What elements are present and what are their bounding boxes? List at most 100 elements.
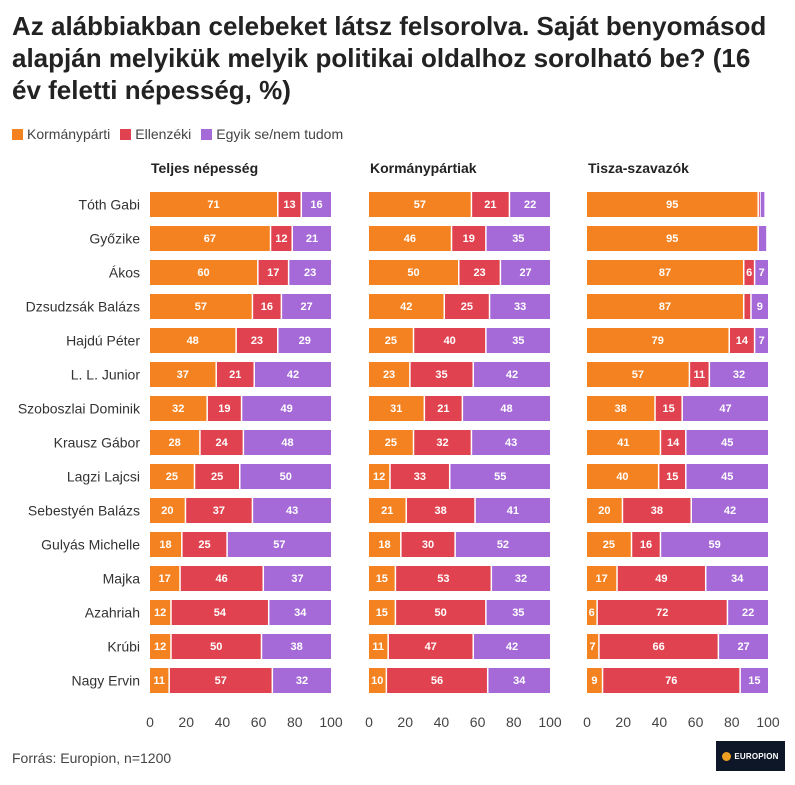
bar-tisza-szavazok-dzsudzsak-balazs-egyik-se-nem-tudom [751, 294, 768, 319]
data-label-teljes-nepesseg-akos-kormanyparti: 60 [197, 267, 209, 279]
data-label-teljes-nepesseg-gyozike-kormanyparti: 67 [204, 233, 216, 245]
data-label-tisza-szavazok-dzsudzsak-balazs-egyik-se-nem-tudom: 9 [757, 301, 763, 313]
bar-tisza-szavazok-akos-ellenzeki [744, 260, 754, 285]
data-label-kormanypartiak-hajdu-peter-egyik-se-nem-tudom: 35 [512, 335, 524, 347]
data-label-kormanypartiak-l-l-junior-egyik-se-nem-tudom: 42 [506, 369, 518, 381]
category-label-nagy-ervin: Nagy Ervin [72, 673, 140, 689]
bar-kormanypartiak-akos-egyik-se-nem-tudom [501, 260, 550, 285]
bar-kormanypartiak-gyozike-ellenzeki [452, 226, 486, 251]
bar-kormanypartiak-hajdu-peter-kormanyparti [369, 328, 413, 353]
data-label-teljes-nepesseg-nagy-ervin-egyik-se-nem-tudom: 32 [296, 675, 308, 687]
data-label-tisza-szavazok-krubi-ellenzeki: 66 [653, 641, 665, 653]
data-label-teljes-nepesseg-l-l-junior-egyik-se-nem-tudom: 42 [287, 369, 299, 381]
bar-teljes-nepesseg-toth-gabi-ellenzeki [278, 192, 301, 217]
bar-tisza-szavazok-krubi-egyik-se-nem-tudom [719, 634, 768, 659]
data-label-kormanypartiak-dzsudzsak-balazs-ellenzeki: 25 [461, 301, 473, 313]
bar-tisza-szavazok-krubi-kormanyparti [587, 634, 599, 659]
data-label-tisza-szavazok-krausz-gabor-egyik-se-nem-tudom: 45 [721, 437, 733, 449]
category-label-szoboszlai-dominik: Szoboszlai Dominik [18, 401, 141, 417]
data-label-kormanypartiak-l-l-junior-kormanyparti: 23 [383, 369, 395, 381]
data-label-tisza-szavazok-akos-ellenzeki: 6 [746, 267, 752, 279]
data-label-tisza-szavazok-hajdu-peter-egyik-se-nem-tudom: 7 [759, 335, 765, 347]
data-label-tisza-szavazok-hajdu-peter-kormanyparti: 79 [652, 335, 664, 347]
x-tick-teljes-nepesseg-100: 100 [319, 714, 343, 730]
data-label-tisza-szavazok-toth-gabi-kormanyparti: 95 [666, 199, 678, 211]
bar-kormanypartiak-l-l-junior-kormanyparti [369, 362, 410, 387]
stacked-bar-chart: Tóth Gabi Győzike Ákos Dzsudzsák Balázs Hajd… [18, 160, 780, 730]
data-label-kormanypartiak-nagy-ervin-kormanyparti: 10 [371, 675, 383, 687]
data-label-teljes-nepesseg-akos-ellenzeki: 17 [267, 267, 279, 279]
x-tick-tisza-szavazok-40: 40 [652, 714, 668, 730]
bar-teljes-nepesseg-gyozike-kormanyparti [150, 226, 270, 251]
bar-kormanypartiak-akos-ellenzeki [459, 260, 500, 285]
bar-teljes-nepesseg-krubi-kormanyparti [150, 634, 171, 659]
bar-teljes-nepesseg-toth-gabi-egyik-se-nem-tudom [302, 192, 331, 217]
category-label-l-l-junior: L. L. Junior [71, 367, 141, 383]
data-label-kormanypartiak-lagzi-lajcsi-ellenzeki: 33 [414, 471, 426, 483]
data-label-tisza-szavazok-szoboszlai-dominik-kormanyparti: 38 [615, 403, 627, 415]
bar-teljes-nepesseg-krubi-ellenzeki [171, 634, 261, 659]
category-label-dzsudzsak-balazs: Dzsudzsák Balázs [26, 299, 140, 315]
bar-tisza-szavazok-toth-gabi-ellenzeki [758, 192, 760, 217]
data-label-tisza-szavazok-azahriah-ellenzeki: 72 [656, 607, 668, 619]
bar-teljes-nepesseg-gulyas-michelle-egyik-se-nem-tudom [227, 532, 331, 557]
x-tick-tisza-szavazok-0: 0 [583, 714, 591, 730]
bar-tisza-szavazok-hajdu-peter-egyik-se-nem-tudom [755, 328, 768, 353]
bar-teljes-nepesseg-dzsudzsak-balazs-ellenzeki [253, 294, 281, 319]
legend-swatch-ellenzeki [120, 128, 132, 140]
legend-label-ellenzeki: Ellenzéki [135, 126, 192, 142]
bar-kormanypartiak-szoboszlai-dominik-ellenzeki [425, 396, 462, 421]
data-label-kormanypartiak-hajdu-peter-kormanyparti: 25 [385, 335, 397, 347]
category-label-azahriah: Azahriah [85, 605, 140, 621]
data-label-kormanypartiak-sebestyen-balazs-ellenzeki: 38 [435, 505, 447, 517]
bar-teljes-nepesseg-sebestyen-balazs-egyik-se-nem-tudom [253, 498, 331, 523]
data-label-kormanypartiak-toth-gabi-kormanyparti: 57 [414, 199, 426, 211]
data-label-kormanypartiak-lagzi-lajcsi-kormanyparti: 12 [373, 471, 385, 483]
bar-kormanypartiak-gulyas-michelle-kormanyparti [369, 532, 401, 557]
legend-item-egyik-se: Egyik se/nem tudom [201, 126, 343, 142]
bar-teljes-nepesseg-gulyas-michelle-kormanyparti [150, 532, 182, 557]
bar-kormanypartiak-szoboszlai-dominik-kormanyparti [369, 396, 424, 421]
data-label-tisza-szavazok-l-l-junior-kormanyparti: 57 [632, 369, 644, 381]
data-label-teljes-nepesseg-hajdu-peter-kormanyparti: 48 [187, 335, 199, 347]
data-label-tisza-szavazok-azahriah-kormanyparti: 6 [589, 607, 595, 619]
data-label-teljes-nepesseg-toth-gabi-egyik-se-nem-tudom: 16 [310, 199, 322, 211]
data-label-kormanypartiak-majka-egyik-se-nem-tudom: 32 [515, 573, 527, 585]
data-label-kormanypartiak-gulyas-michelle-kormanyparti: 18 [378, 539, 390, 551]
source-note: Forrás: Europion, n=1200 [12, 750, 172, 766]
bar-kormanypartiak-hajdu-peter-egyik-se-nem-tudom [486, 328, 550, 353]
bar-kormanypartiak-majka-ellenzeki [396, 566, 491, 591]
data-label-tisza-szavazok-sebestyen-balazs-ellenzeki: 38 [651, 505, 663, 517]
data-label-kormanypartiak-sebestyen-balazs-kormanyparti: 21 [381, 505, 393, 517]
data-label-tisza-szavazok-gyozike-kormanyparti: 95 [666, 233, 678, 245]
europion-logo: EUROPION [716, 741, 785, 771]
data-label-teljes-nepesseg-azahriah-egyik-se-nem-tudom: 34 [294, 607, 307, 619]
x-tick-kormanypartiak-80: 80 [506, 714, 522, 730]
data-label-tisza-szavazok-krubi-kormanyparti: 7 [590, 641, 596, 653]
data-label-teljes-nepesseg-krausz-gabor-ellenzeki: 24 [216, 437, 229, 449]
data-label-tisza-szavazok-sebestyen-balazs-kormanyparti: 20 [598, 505, 610, 517]
panel-title-kormanypartiak: Kormánypártiak [370, 160, 477, 176]
bar-teljes-nepesseg-nagy-ervin-ellenzeki [169, 668, 272, 693]
bar-tisza-szavazok-l-l-junior-ellenzeki [690, 362, 709, 387]
bar-teljes-nepesseg-hajdu-peter-ellenzeki [236, 328, 278, 353]
data-label-tisza-szavazok-azahriah-egyik-se-nem-tudom: 22 [742, 607, 754, 619]
bar-kormanypartiak-lagzi-lajcsi-kormanyparti [369, 464, 390, 489]
data-label-tisza-szavazok-nagy-ervin-kormanyparti: 9 [591, 675, 597, 687]
data-label-tisza-szavazok-hajdu-peter-ellenzeki: 14 [736, 335, 749, 347]
bar-teljes-nepesseg-majka-egyik-se-nem-tudom [264, 566, 331, 591]
data-label-tisza-szavazok-lagzi-lajcsi-egyik-se-nem-tudom: 45 [721, 471, 733, 483]
data-label-teljes-nepesseg-azahriah-kormanyparti: 12 [154, 607, 166, 619]
bar-teljes-nepesseg-krausz-gabor-kormanyparti [150, 430, 200, 455]
data-label-kormanypartiak-azahriah-kormanyparti: 15 [376, 607, 388, 619]
data-label-kormanypartiak-szoboszlai-dominik-kormanyparti: 31 [390, 403, 402, 415]
data-label-tisza-szavazok-gulyas-michelle-egyik-se-nem-tudom: 59 [708, 539, 720, 551]
data-label-kormanypartiak-dzsudzsak-balazs-egyik-se-nem-tudom: 33 [514, 301, 526, 313]
x-tick-kormanypartiak-60: 60 [470, 714, 486, 730]
bar-teljes-nepesseg-krausz-gabor-ellenzeki [200, 430, 243, 455]
data-label-kormanypartiak-krausz-gabor-ellenzeki: 32 [436, 437, 448, 449]
bar-teljes-nepesseg-toth-gabi-kormanyparti [150, 192, 278, 217]
bar-tisza-szavazok-majka-ellenzeki [617, 566, 705, 591]
bar-kormanypartiak-gyozike-egyik-se-nem-tudom [486, 226, 550, 251]
bar-teljes-nepesseg-szoboszlai-dominik-egyik-se-nem-tudom [242, 396, 331, 421]
